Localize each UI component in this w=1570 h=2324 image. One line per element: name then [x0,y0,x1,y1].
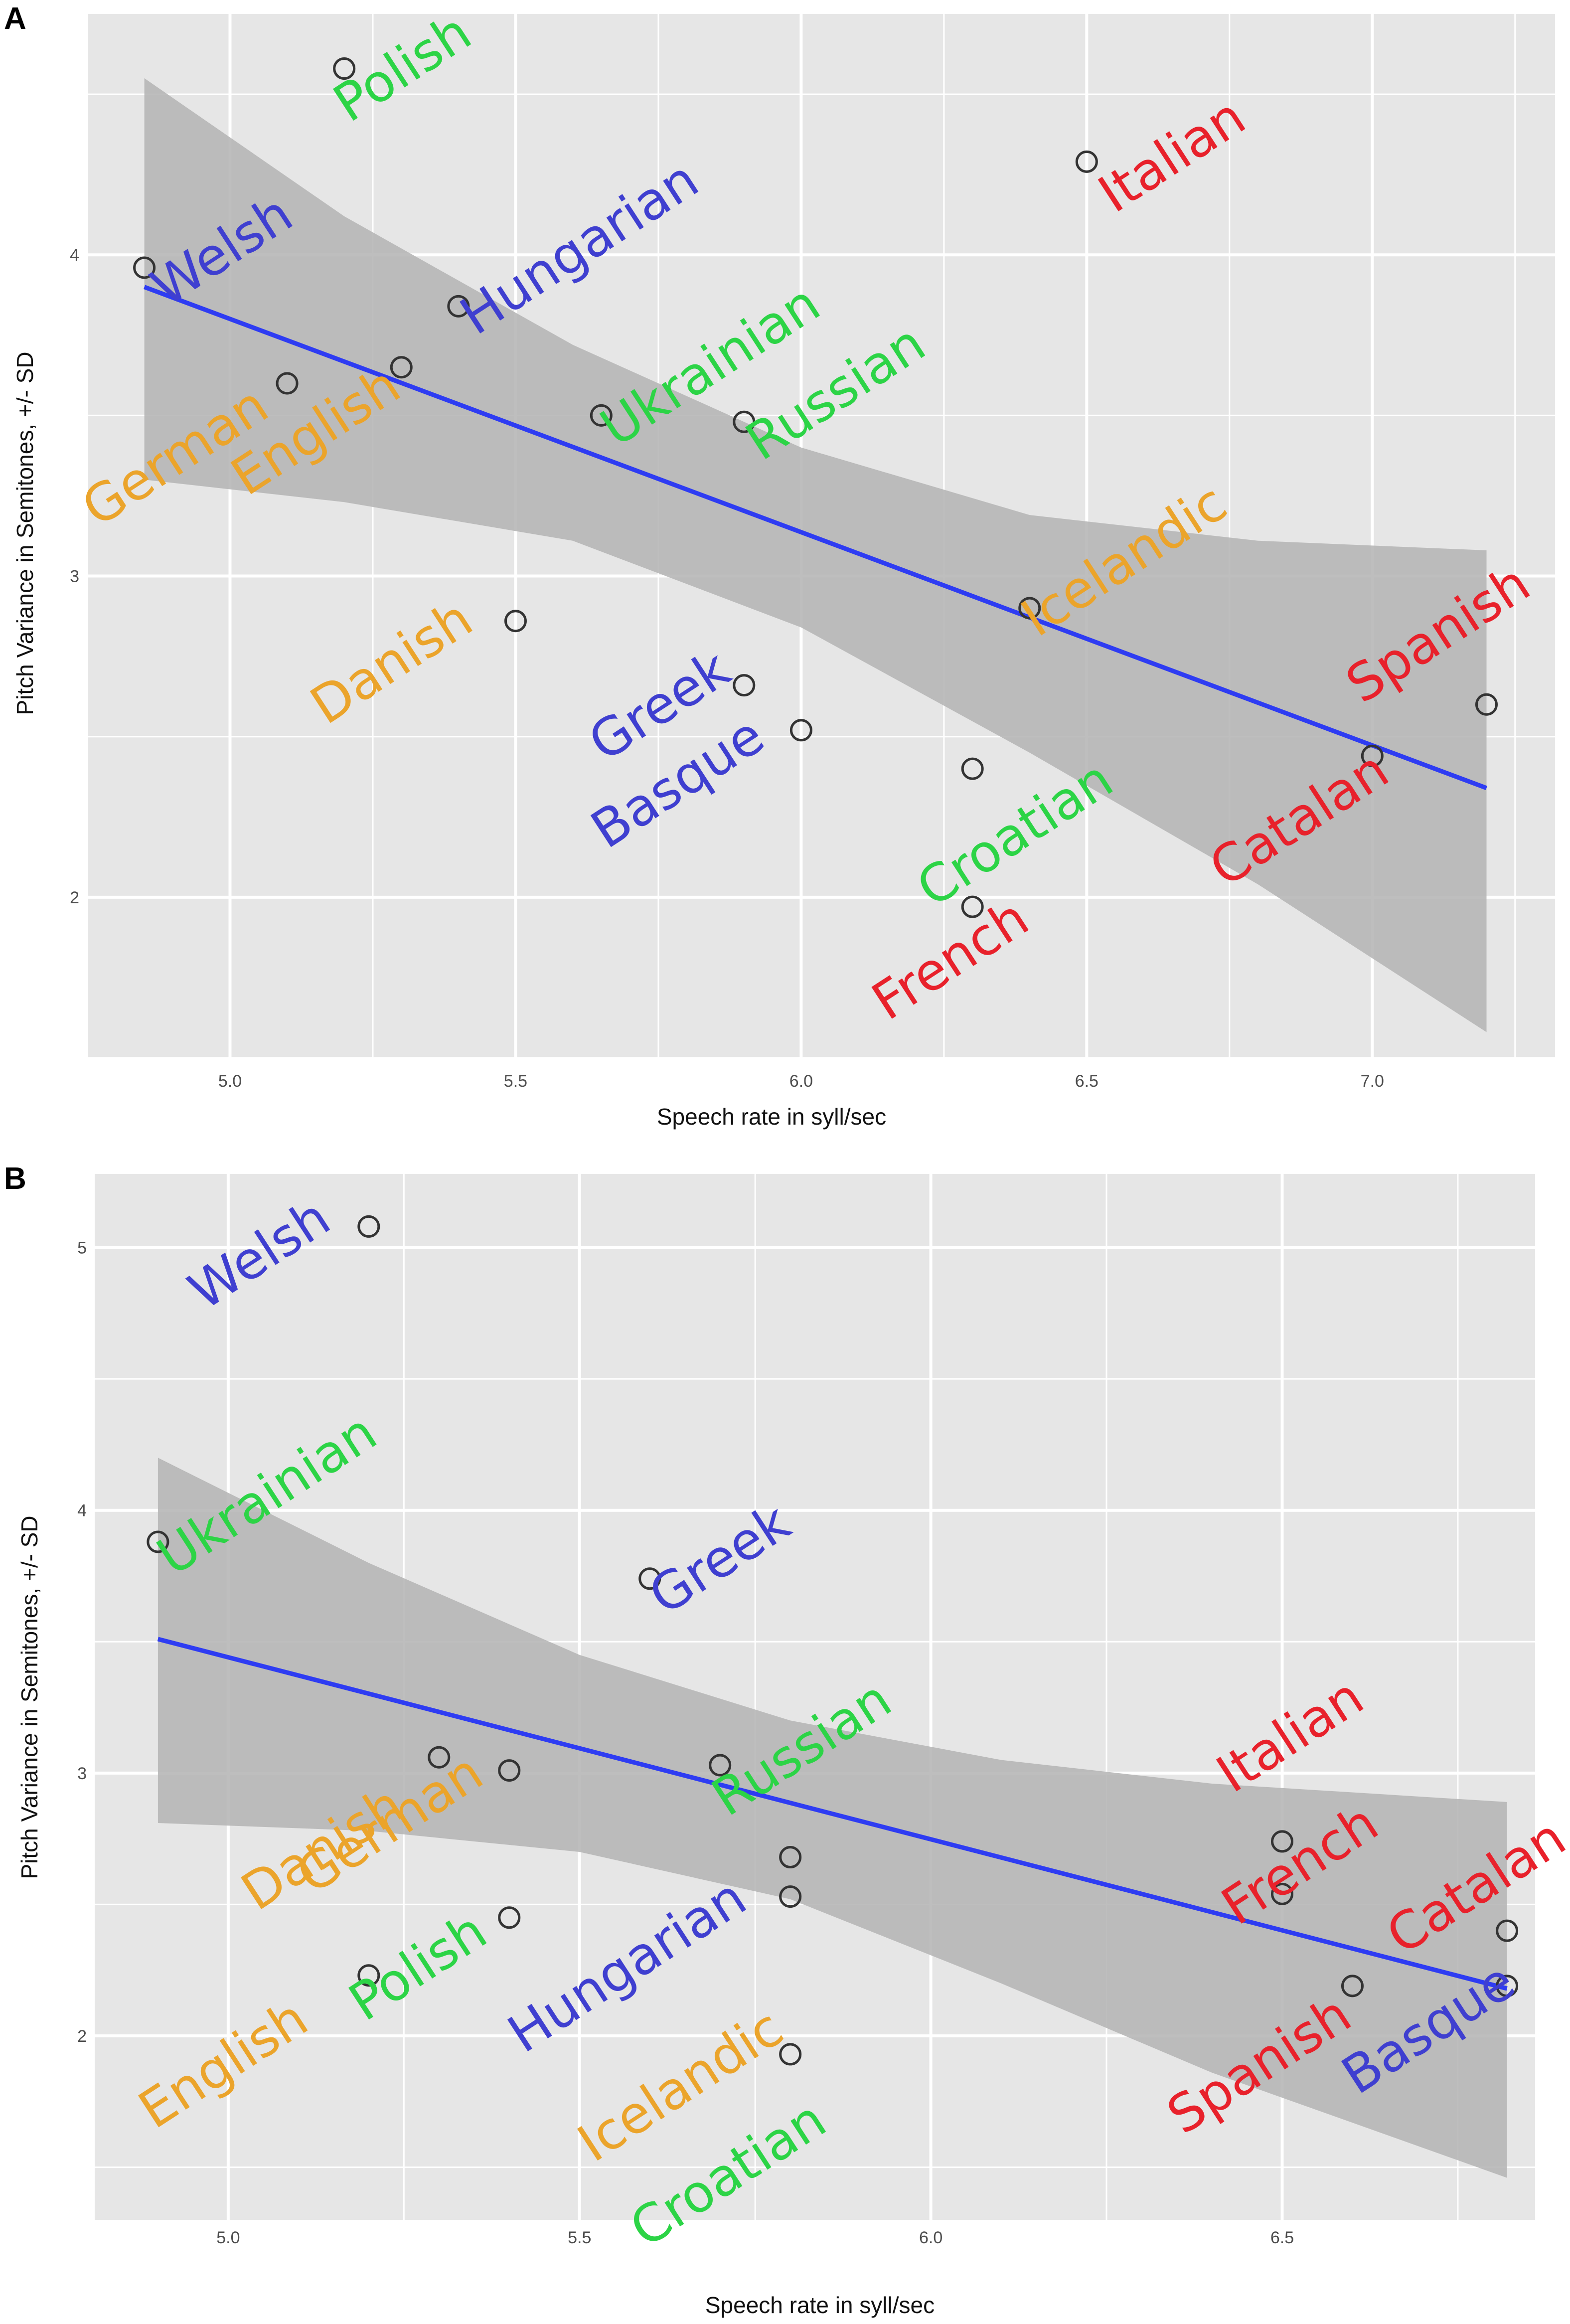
data-point-english [357,1964,380,1987]
x-tick-label: 6.0 [789,1072,813,1091]
panel-a-confidence-band [144,78,1487,1032]
data-point-polish [333,57,356,80]
data-point-english [390,356,413,379]
panel-a-x-tick-labels: 5.0 5.5 6.0 6.5 7.0 [218,1072,1384,1091]
data-point-croatian [961,757,984,780]
y-tick-label: 4 [70,246,79,265]
y-tick-label: 3 [77,1764,87,1783]
panel-a-points [133,57,1498,918]
y-tick-label: 3 [70,567,79,586]
x-tick-label: 6.5 [1075,1072,1099,1091]
panel-b-y-axis-title: Pitch Variance in Semitones, +/- SD [16,1515,42,1879]
panel-a-y-tick-labels: 2 3 4 [70,246,79,907]
panel-b-x-axis-title: Speech rate in syll/sec [705,2292,935,2318]
x-tick-label: 5.5 [568,2228,591,2247]
panel-a-letter: A [4,1,26,36]
y-tick-label: 2 [70,888,79,907]
data-point-greek [638,1567,661,1590]
x-tick-label: 5.0 [218,1072,242,1091]
panel-a-x-axis-title: Speech rate in syll/sec [657,1104,886,1130]
data-point-ukrainian [590,404,613,427]
data-point-basque [789,719,812,742]
y-tick-label: 5 [77,1239,87,1258]
panel-a-y-axis-title: Pitch Variance in Semitones, +/- SD [12,351,38,715]
x-tick-label: 5.0 [216,2228,240,2247]
data-point-italian [1075,150,1098,173]
data-point-german [498,1759,521,1782]
x-tick-label: 6.5 [1270,2228,1294,2247]
data-point-russian [733,410,756,433]
data-point-spanish [1475,693,1498,716]
data-point-greek [733,674,756,697]
data-point-polish [498,1906,521,1929]
panel-b-x-tick-labels: 5.0 5.5 6.0 6.5 [216,2228,1294,2247]
data-point-icelandic [1018,597,1041,620]
data-point-spanish [1341,1975,1364,1997]
data-point-italian [1270,1830,1293,1853]
x-tick-label: 5.5 [504,1072,527,1091]
panel-b-letter: B [4,1162,26,1196]
data-point-welsh [133,256,156,279]
data-point-french [961,895,984,918]
data-point-russian [709,1754,732,1777]
data-point-hungarian [447,295,470,318]
y-tick-label: 2 [77,2027,87,2046]
data-point-croatian [779,2043,802,2066]
panel-b-confidence-band [157,1458,1507,2178]
data-point-german [276,372,299,395]
y-tick-label: 4 [77,1501,87,1520]
data-point-danish [504,610,527,633]
data-point-catalan [1361,744,1384,767]
panel-b-points [147,1215,1519,2066]
x-tick-label: 6.0 [919,2228,942,2247]
panel-b-regression-line [157,1637,1508,1991]
x-tick-label: 7.0 [1361,1072,1384,1091]
data-point-french [1270,1882,1293,1905]
data-point-ukrainian [147,1530,169,1553]
panel-b-y-tick-labels: 2 3 4 5 [77,1239,87,2046]
data-point-welsh [357,1215,380,1238]
data-point-hungarian [779,1846,802,1869]
data-point-catalan [1496,1919,1519,1942]
data-point-icelandic [779,1885,802,1908]
data-point-danish [428,1746,451,1769]
data-point-basque [1496,1975,1519,1997]
panel-a-regression-line [144,285,1488,790]
